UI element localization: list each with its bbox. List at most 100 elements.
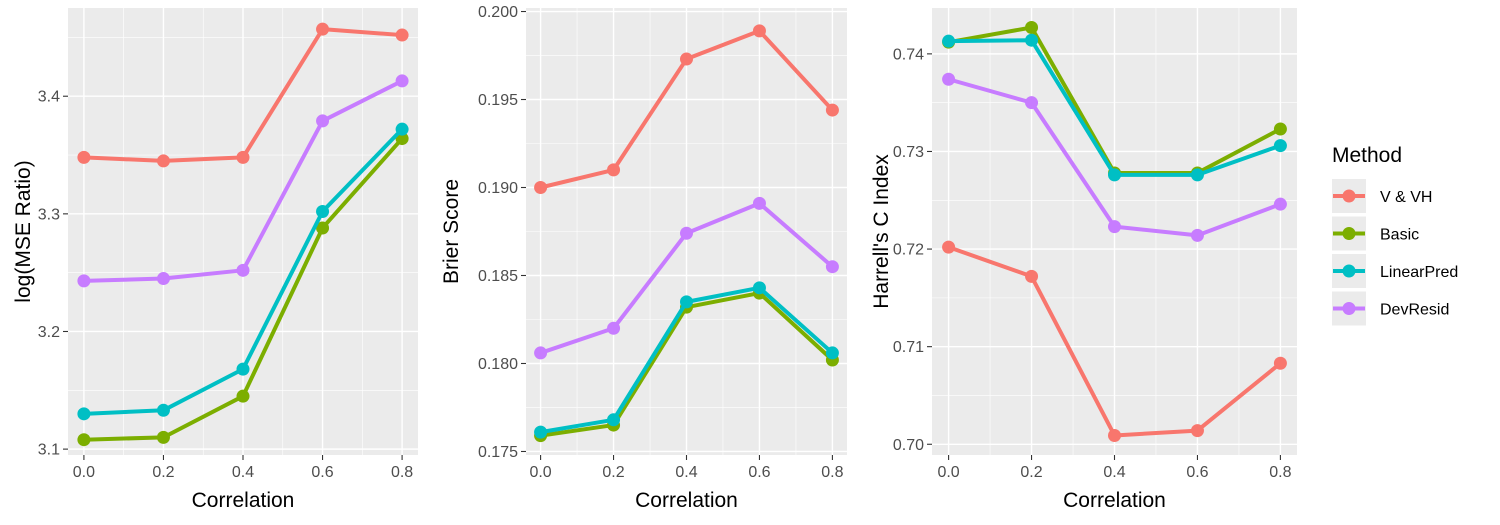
data-point (1273, 356, 1287, 370)
x-tick-label: 0.0 (529, 464, 551, 481)
data-point (1025, 21, 1039, 35)
y-tick-label: 3.1 (38, 442, 60, 459)
series-devresid (77, 74, 409, 288)
x-tick-label: 0.8 (391, 464, 413, 481)
series-linearpred (942, 33, 1287, 182)
data-point (395, 122, 409, 136)
y-tick-label: 0.71 (893, 339, 924, 356)
y-tick-label: 0.185 (478, 268, 518, 285)
legend: Method V & VH Basic LinearPred DevResid (1332, 144, 1458, 326)
data-point (1108, 220, 1121, 234)
y-axis-title: log(MSE Ratio) (12, 160, 35, 302)
data-point (156, 403, 170, 417)
legend-key-point (1342, 264, 1356, 278)
data-point (316, 114, 330, 128)
data-point (752, 196, 766, 210)
legend-key-point (1342, 302, 1356, 315)
y-tick-label: 0.190 (478, 180, 518, 197)
data-point (1108, 428, 1121, 442)
data-point (1273, 197, 1287, 211)
chart-panels: 0.0 0.2 0.4 0.6 0.8 3.1 3.2 3.3 3.4 Correlation lo… (12, 4, 1297, 512)
legend-key-point (1342, 227, 1356, 240)
data-point (316, 205, 330, 219)
y-tick-label: 0.70 (893, 437, 924, 454)
data-point (534, 425, 548, 439)
data-point (534, 181, 548, 195)
data-point (156, 272, 170, 286)
data-point (77, 150, 91, 164)
x-tick-label: 0.6 (748, 464, 770, 481)
legend-item: LinearPred (1332, 254, 1458, 288)
chart-panel-2: 0.0 0.2 0.4 0.6 0.8 0.175 0.180 0.185 0.190 0.195… (440, 4, 847, 512)
data-point (752, 24, 766, 38)
data-point (534, 346, 548, 360)
x-tick-label: 0.8 (821, 464, 843, 481)
data-point (607, 413, 621, 427)
y-tick-label: 0.74 (893, 46, 924, 63)
legend-label: DevResid (1380, 302, 1449, 319)
legend-label: Basic (1380, 227, 1419, 244)
data-point (607, 321, 621, 335)
data-point (1190, 228, 1204, 242)
x-tick-label: 0.6 (311, 464, 333, 481)
data-point (1108, 168, 1121, 182)
x-axis-title: Correlation (192, 489, 295, 512)
data-point (942, 240, 956, 254)
y-tick-label: 0.180 (478, 356, 518, 373)
data-point (1273, 139, 1287, 153)
data-point (752, 281, 766, 295)
data-point (1025, 96, 1039, 110)
data-point (825, 103, 839, 117)
x-axis-title: Correlation (635, 489, 738, 512)
series-v-vh (77, 22, 409, 168)
series-devresid (942, 72, 1287, 242)
data-point (77, 433, 91, 447)
data-point (942, 34, 956, 48)
y-tick-label: 0.195 (478, 92, 518, 109)
x-tick-label: 0.0 (937, 464, 959, 481)
legend-item: V & VH (1332, 179, 1432, 213)
x-tick-label: 0.6 (1186, 464, 1208, 481)
y-tick-label: 0.200 (478, 4, 518, 21)
data-point (942, 72, 956, 86)
data-point (236, 389, 250, 403)
y-tick-label: 3.2 (38, 324, 60, 341)
data-point (1273, 122, 1287, 136)
series-linearpred (77, 122, 409, 421)
chart-panel-3: 0.0 0.2 0.4 0.6 0.8 0.70 0.71 0.72 0.73 0.74 Corre… (870, 8, 1297, 512)
legend-key-point (1342, 189, 1356, 203)
data-point (680, 226, 693, 240)
x-tick-label: 0.8 (1269, 464, 1291, 481)
series-devresid (534, 196, 839, 360)
y-axis-title: Brier Score (440, 179, 463, 284)
x-tick-label: 0.4 (675, 464, 697, 481)
data-point (825, 346, 839, 360)
data-point (236, 150, 250, 164)
x-tick-label: 0.0 (73, 464, 95, 481)
series-v-vh (942, 240, 1287, 442)
data-point (607, 163, 621, 177)
data-point (1025, 33, 1039, 47)
data-point (236, 362, 250, 376)
data-point (680, 52, 693, 66)
legend-label: V & VH (1380, 189, 1432, 206)
data-point (316, 22, 330, 36)
y-tick-label: 3.4 (38, 89, 60, 106)
data-point (1190, 168, 1204, 182)
x-tick-label: 0.2 (152, 464, 174, 481)
legend-label: LinearPred (1380, 264, 1458, 281)
data-point (395, 74, 409, 88)
data-point (1190, 424, 1204, 438)
data-point (156, 154, 170, 168)
data-point (236, 263, 250, 277)
legend-item: DevResid (1332, 291, 1449, 326)
data-point (156, 430, 170, 444)
data-point (77, 274, 91, 288)
data-point (825, 260, 839, 274)
data-point (77, 407, 91, 421)
legend-title: Method (1332, 144, 1402, 167)
x-tick-label: 0.2 (602, 464, 624, 481)
data-point (395, 28, 409, 42)
x-axis-title: Correlation (1063, 489, 1166, 512)
